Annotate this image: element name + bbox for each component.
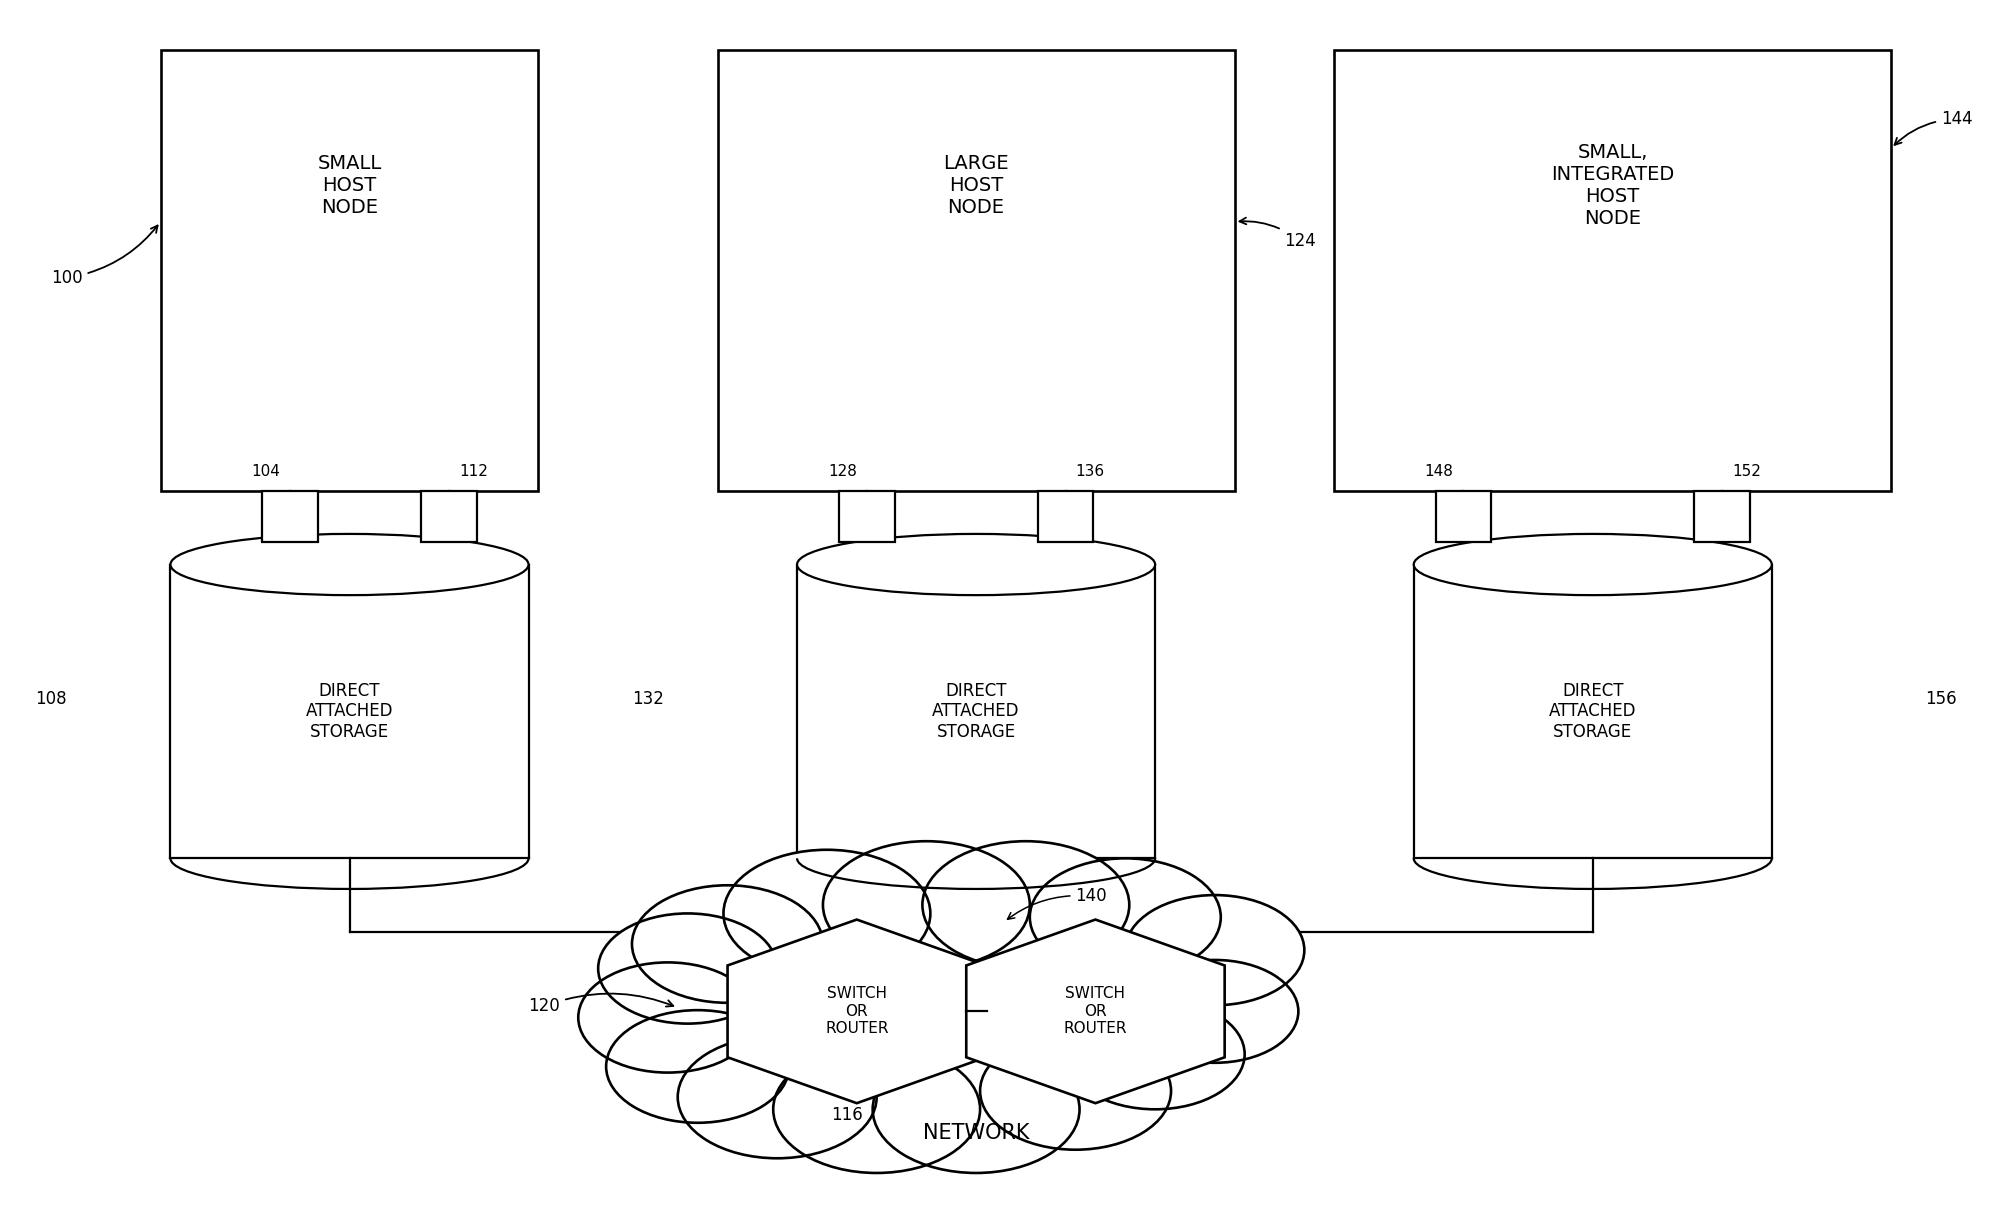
Text: 108: 108	[36, 691, 68, 708]
Circle shape	[1131, 960, 1299, 1063]
Text: DIRECT
ATTACHED
STORAGE: DIRECT ATTACHED STORAGE	[932, 682, 1020, 741]
Circle shape	[823, 842, 1030, 968]
Text: 112: 112	[458, 464, 488, 479]
Text: DIRECT
ATTACHED
STORAGE: DIRECT ATTACHED STORAGE	[305, 682, 392, 741]
Circle shape	[723, 850, 930, 977]
Circle shape	[980, 1032, 1171, 1150]
Bar	[263, 491, 317, 542]
Bar	[1038, 491, 1094, 542]
Text: SMALL,
INTEGRATED
HOST
NODE: SMALL, INTEGRATED HOST NODE	[1552, 142, 1675, 227]
Text: 116: 116	[831, 1107, 863, 1124]
Text: 148: 148	[1424, 464, 1454, 479]
Text: SWITCH
OR
ROUTER: SWITCH OR ROUTER	[825, 987, 888, 1037]
Bar	[1695, 491, 1749, 542]
Text: 104: 104	[251, 464, 281, 479]
Bar	[1436, 491, 1492, 542]
Text: SMALL
HOST
NODE: SMALL HOST NODE	[317, 153, 382, 216]
Circle shape	[598, 913, 777, 1023]
Text: NETWORK: NETWORK	[922, 1123, 1030, 1142]
Text: 124: 124	[1239, 217, 1317, 250]
Circle shape	[1125, 894, 1305, 1005]
Circle shape	[1066, 999, 1245, 1109]
Text: SWITCH
OR
ROUTER: SWITCH OR ROUTER	[1064, 987, 1127, 1037]
Circle shape	[1030, 859, 1221, 975]
Text: 140: 140	[1008, 887, 1108, 919]
Text: 152: 152	[1731, 464, 1761, 479]
Text: 144: 144	[1894, 109, 1972, 145]
Bar	[839, 491, 894, 542]
Text: 156: 156	[1924, 691, 1956, 708]
Text: 132: 132	[631, 691, 663, 708]
Text: 100: 100	[52, 226, 157, 287]
Bar	[1335, 50, 1890, 491]
Bar	[717, 50, 1235, 491]
Ellipse shape	[1414, 534, 1771, 595]
Ellipse shape	[797, 534, 1155, 595]
Text: 128: 128	[829, 464, 857, 479]
Bar	[420, 491, 476, 542]
Text: LARGE
HOST
NODE: LARGE HOST NODE	[944, 153, 1008, 216]
Circle shape	[872, 1045, 1080, 1173]
Ellipse shape	[171, 534, 528, 595]
Circle shape	[922, 842, 1129, 968]
Text: DIRECT
ATTACHED
STORAGE: DIRECT ATTACHED STORAGE	[1550, 682, 1637, 741]
Circle shape	[677, 1036, 876, 1158]
Circle shape	[631, 885, 823, 1002]
Circle shape	[606, 1010, 789, 1123]
Bar	[161, 50, 538, 491]
Polygon shape	[966, 919, 1225, 1103]
Circle shape	[773, 1045, 980, 1173]
Circle shape	[578, 962, 757, 1072]
Polygon shape	[727, 919, 986, 1103]
Text: 120: 120	[528, 994, 673, 1016]
Text: 136: 136	[1076, 464, 1106, 479]
